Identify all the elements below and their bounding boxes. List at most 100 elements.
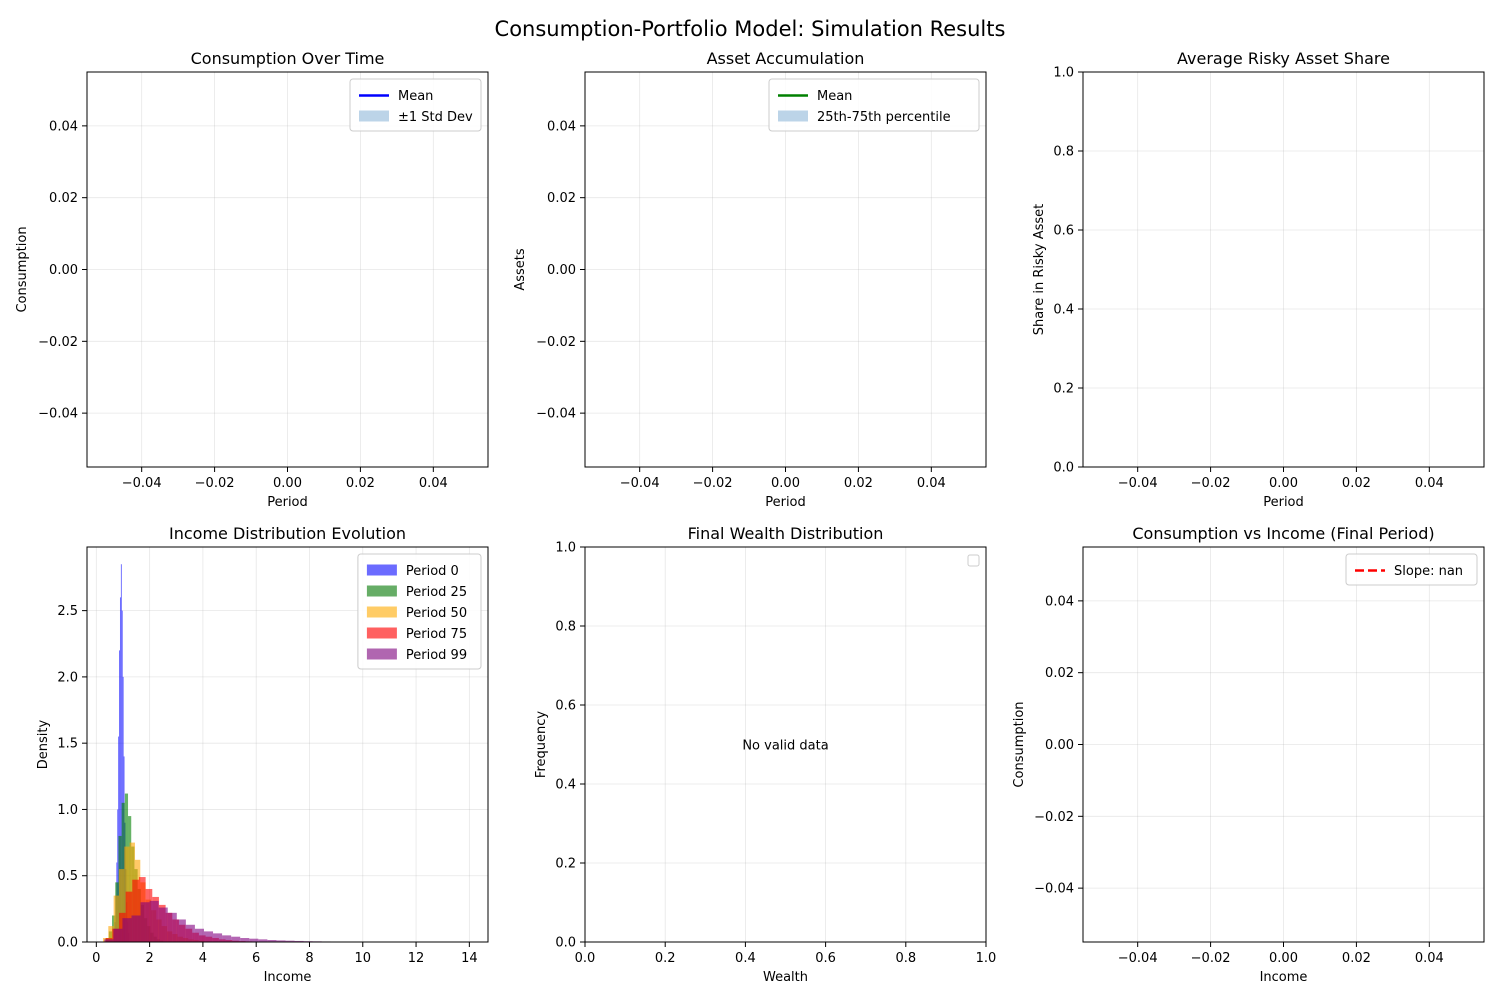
histogram-bar [120, 564, 122, 942]
y-tick-label: 0.02 [49, 191, 78, 206]
x-tick-label: 0.4 [735, 951, 756, 966]
x-tick-label: 8 [305, 951, 313, 966]
x-axis-label: Income [1260, 970, 1308, 985]
y-tick-label: −0.02 [38, 335, 78, 350]
x-tick-label: 0.02 [346, 476, 375, 491]
x-tick-label: 6 [252, 951, 260, 966]
histogram-bar [249, 938, 259, 942]
y-tick-label: 0.02 [547, 191, 576, 206]
legend-label: Period 0 [406, 564, 459, 579]
y-tick-label: 0.02 [1045, 666, 1074, 681]
legend: Mean ±1 Std Dev [349, 78, 482, 132]
x-tick-label: 0.00 [771, 476, 800, 491]
legend-patch-swatch [366, 648, 397, 660]
y-tick-label: −0.02 [536, 335, 576, 350]
histogram-bar [104, 939, 114, 942]
subplot-cons-vs-income: −0.04 −0.02 0.00 0.02 0.04 −0.04 −0.02 0.00 0.02… [1012, 524, 1485, 985]
y-tick-label: 0.04 [547, 119, 576, 134]
histogram-bar [167, 912, 177, 942]
legend: Slope: nan [1345, 553, 1478, 586]
legend-box [768, 78, 980, 132]
x-tick-label: 0.6 [815, 951, 836, 966]
subplot-grid: −0.04 −0.02 0.00 0.02 0.04−0.04−0.020.000.02… [15, 49, 1485, 985]
histogram-bar [231, 936, 241, 942]
axes-frame [86, 546, 489, 943]
histogram-bar [119, 650, 120, 942]
subplot-title: Consumption vs Income (Final Period) [1132, 524, 1434, 543]
histogram-bar [140, 902, 150, 942]
y-axis-label: Share in Risky Asset [1032, 204, 1047, 335]
histogram-bar [185, 924, 195, 942]
plot-area [1083, 547, 1484, 942]
x-tick-label: 0.02 [844, 476, 873, 491]
x-tick-label: 1.0 [976, 951, 997, 966]
empty-legend-box [967, 554, 980, 567]
y-tick-label: 1.0 [555, 541, 576, 556]
y-tick-label: 0.00 [1045, 738, 1074, 753]
subplot-income-dist: 0 2 4 6 8 10 12 14 0.0 0.5 1.0 1.5 2.0 2.5 Income Dist… [36, 524, 489, 985]
x-tick-label: 0.8 [895, 951, 916, 966]
y-tick-label: 0.2 [555, 857, 576, 872]
subplot-title: Consumption Over Time [191, 49, 385, 68]
y-tick-label: 0.4 [555, 778, 576, 793]
x-tick-label: 12 [408, 951, 425, 966]
x-tick-label: −0.04 [620, 476, 660, 491]
histogram-bar [125, 891, 133, 942]
legend-label: Period 99 [406, 648, 467, 663]
legend-label: ±1 Std Dev [398, 110, 473, 125]
histogram-bar [131, 915, 141, 942]
legend-label: Period 50 [406, 606, 467, 621]
y-tick-label: 2.5 [57, 604, 78, 619]
y-axis-label: Assets [513, 248, 528, 291]
y-tick-label: 0.04 [49, 119, 78, 134]
plot-area [585, 72, 986, 467]
histogram-bar [222, 935, 232, 942]
x-tick-label: 0.04 [1415, 951, 1444, 966]
y-tick-label: 0.0 [57, 936, 78, 951]
y-tick-label: 0.00 [49, 263, 78, 278]
histogram-bar [119, 597, 121, 942]
x-tick-label: 0.2 [655, 951, 676, 966]
x-axis-label: Income [264, 970, 312, 985]
y-tick-label: −0.02 [1034, 810, 1074, 825]
legend-label: Slope: nan [1394, 564, 1463, 579]
histogram-bar [108, 926, 114, 942]
y-tick-label: 0.4 [1053, 303, 1074, 318]
y-tick-label: −0.04 [536, 407, 576, 422]
x-tick-label: −0.04 [1118, 476, 1158, 491]
histogram-bar [213, 933, 223, 942]
histogram-bar [117, 809, 119, 942]
series-period-99 [104, 900, 377, 942]
x-tick-label: 0.04 [1415, 476, 1444, 491]
plot-area [585, 547, 986, 942]
legend-patch-swatch [366, 564, 397, 576]
y-tick-label: 0.04 [1045, 594, 1074, 609]
plot-area [87, 72, 488, 467]
x-tick-label: −0.04 [122, 476, 162, 491]
x-tick-label: −0.04 [1118, 951, 1158, 966]
x-tick-label: 0.00 [1269, 476, 1298, 491]
legend: Period 0 Period 25 Period 50 Period 75 Perio… [357, 553, 482, 670]
legend-box [1345, 553, 1478, 586]
y-tick-label: 0.0 [1053, 461, 1074, 476]
x-tick-label: −0.02 [1191, 951, 1231, 966]
y-tick-label: 1.0 [57, 803, 78, 818]
x-tick-label: −0.02 [1191, 476, 1231, 491]
histogram-bar [149, 900, 159, 942]
y-tick-label: 0.2 [1053, 382, 1074, 397]
y-tick-label: 0.6 [555, 699, 576, 714]
y-tick-label: 0.5 [57, 869, 78, 884]
subplot-title: Final Wealth Distribution [688, 524, 884, 543]
legend-label: 25th-75th percentile [817, 110, 951, 125]
axes-frame [584, 546, 987, 943]
histogram-bar [118, 912, 126, 942]
x-tick-label: 0 [92, 951, 100, 966]
x-tick-label: 4 [199, 951, 207, 966]
legend-patch-swatch [366, 606, 397, 618]
x-tick-label: 10 [354, 951, 371, 966]
x-tick-label: 0.04 [419, 476, 448, 491]
plot-area [1083, 72, 1484, 467]
x-tick-label: 2 [145, 951, 153, 966]
histogram-bar [267, 940, 277, 942]
